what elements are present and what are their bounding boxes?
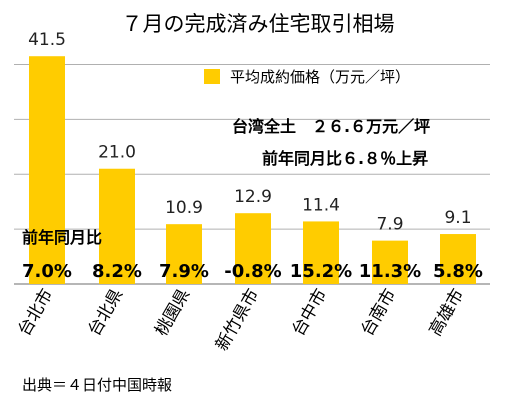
legend-label: 平均成約価格（万元／坪） (230, 68, 410, 86)
category-labels: 台北市 台北県 桃園県 新竹県市 台中市 台南市 高雄市 (15, 286, 469, 355)
chart-title: ７月の完成済み住宅取引相場 (122, 12, 395, 36)
category-label-1: 台北市 (15, 286, 58, 340)
yoy-label-3: 7.9% (159, 261, 209, 282)
bar-2 (99, 168, 135, 284)
yoy-label-4: -0.8% (224, 261, 281, 282)
value-label-4: 12.9 (234, 187, 272, 207)
value-label-2: 21.0 (98, 143, 136, 163)
value-label-6: 7.9 (376, 215, 403, 235)
yoy-label-5: 15.2% (290, 261, 352, 282)
value-labels: 41.5 21.0 10.9 12.9 11.4 7.9 9.1 (28, 30, 471, 234)
bar-3 (166, 224, 202, 284)
category-label-6: 台南市 (358, 286, 401, 340)
yoy-label-7: 5.8% (433, 261, 483, 282)
category-label-3: 桃園県 (152, 286, 195, 340)
value-label-1: 41.5 (28, 30, 66, 50)
bars (29, 56, 476, 284)
legend-swatch (204, 69, 220, 84)
annotation-national-yoy: 前年同月比６.８％上昇 (262, 149, 428, 168)
bar-1 (29, 56, 65, 284)
bar-5 (303, 221, 339, 284)
yoy-label-6: 11.3% (359, 261, 421, 282)
yoy-title: 前年同月比 (22, 228, 102, 247)
yoy-label-2: 8.2% (92, 261, 142, 282)
annotation-national-price: 台湾全土 ２６.６万元／坪 (232, 117, 430, 136)
yoy-labels: 7.0% 8.2% 7.9% -0.8% 15.2% 11.3% 5.8% (22, 261, 483, 282)
value-label-5: 11.4 (302, 195, 340, 215)
bar-4 (235, 213, 271, 284)
category-label-2: 台北県 (85, 286, 128, 340)
bar-6 (372, 240, 408, 284)
source-note: 出典＝４日付中国時報 (22, 376, 172, 394)
value-label-7: 9.1 (444, 208, 471, 228)
category-label-4: 新竹県市 (212, 286, 263, 355)
value-label-3: 10.9 (165, 198, 203, 218)
category-label-7: 高雄市 (426, 286, 469, 340)
yoy-label-1: 7.0% (22, 261, 72, 282)
category-label-5: 台中市 (289, 286, 332, 340)
bar-7 (440, 234, 476, 284)
